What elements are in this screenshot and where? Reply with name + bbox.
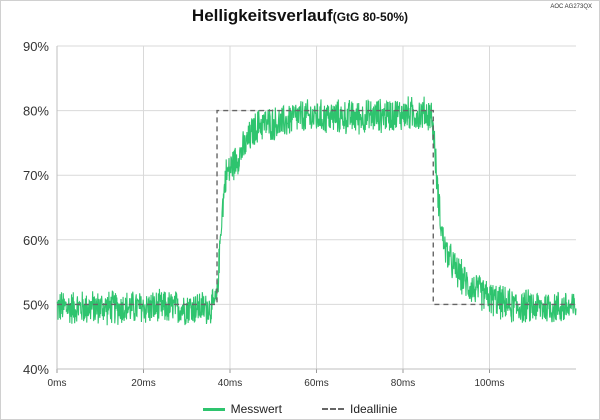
legend-label-measured: Messwert	[230, 402, 282, 416]
chart-title: Helligkeitsverlauf(GtG 80-50%)	[0, 6, 600, 26]
series-ideal-line	[57, 109, 576, 306]
y-tick-label: 50%	[23, 297, 49, 312]
legend-item-measured: Messwert	[202, 402, 282, 416]
x-tick-label: 100ms	[474, 378, 504, 389]
brand-label: AOC AG273QX	[550, 4, 592, 10]
x-tick-label: 40ms	[218, 378, 242, 389]
x-tick-label: 0ms	[48, 378, 67, 389]
x-tick-label: 20ms	[131, 378, 155, 389]
legend-swatch-measured	[202, 407, 225, 411]
y-tick-label: 40%	[23, 362, 49, 377]
title-subtitle: (GtG 80-50%)	[332, 10, 409, 24]
x-tick-label: 80ms	[391, 378, 415, 389]
y-tick-label: 70%	[23, 168, 49, 183]
legend-label-ideal: Ideallinie	[349, 402, 398, 416]
legend-swatch-ideal	[321, 408, 344, 410]
title-main: Helligkeitsverlauf	[191, 6, 333, 25]
y-tick-label: 90%	[23, 39, 49, 54]
series-measured-line	[56, 96, 577, 326]
x-tick-label: 60ms	[304, 378, 328, 389]
y-tick-label: 80%	[23, 104, 49, 119]
legend-item-ideal: Ideallinie	[321, 402, 398, 416]
y-tick-label: 60%	[23, 233, 49, 248]
legend: Messwert Ideallinie	[0, 400, 600, 418]
